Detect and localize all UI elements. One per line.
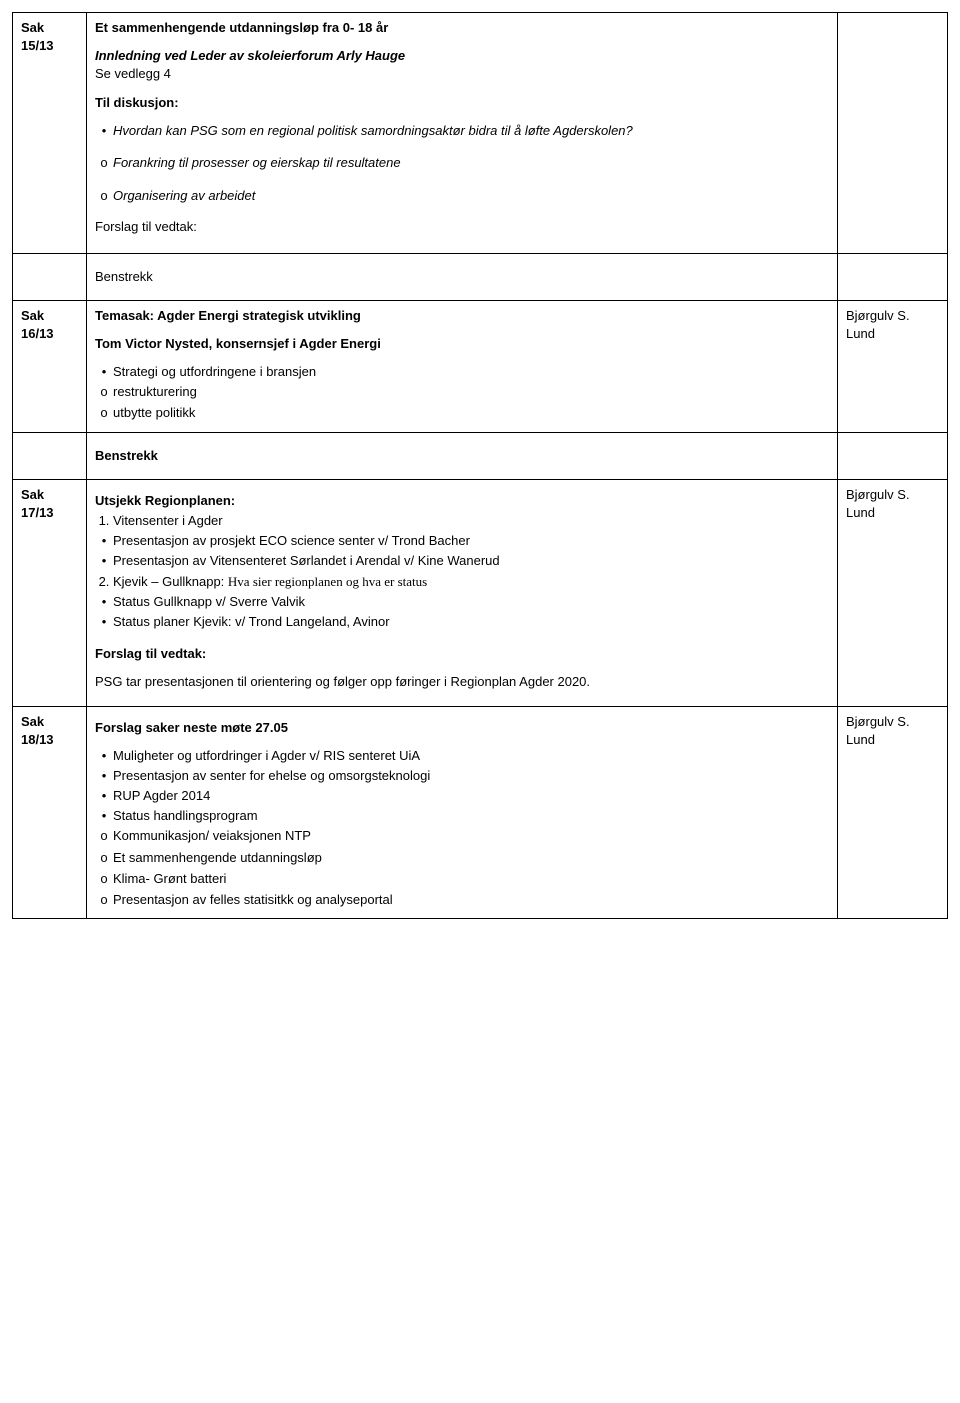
forslag-heading: Forslag til vedtak: (95, 218, 829, 236)
bullet-dot-icon (95, 532, 113, 550)
sak-number: 15/13 (21, 37, 78, 55)
sak-label: Sak (21, 307, 78, 325)
sub-bullet-text: Kommunikasjon/ veiaksjonen NTP (113, 827, 829, 845)
ring-bullet-icon (95, 849, 113, 868)
bullet-dot-icon (95, 613, 113, 631)
sub-bullet-item: utbytte politikk (95, 404, 829, 423)
discussion-heading: Til diskusjon: (95, 94, 829, 112)
ring-bullet-icon (95, 383, 113, 402)
ring-bullet-icon (95, 827, 113, 846)
bullet-item: RUP Agder 2014 (95, 787, 829, 805)
numbered-text: Vitensenter i Agder (113, 512, 829, 530)
bullet-dot-icon (95, 593, 113, 611)
sub-bullet-item: Klima- Grønt batteri (95, 870, 829, 889)
sak-number: 17/13 (21, 504, 78, 522)
sub-bullet-item: Kommunikasjon/ veiaksjonen NTP (95, 827, 829, 846)
bullet-item: Muligheter og utfordringer i Agder v/ RI… (95, 747, 829, 765)
sub-bullet-item: Presentasjon av prosjekt ECO science sen… (95, 532, 829, 550)
bullet-text: Muligheter og utfordringer i Agder v/ RI… (113, 747, 829, 765)
item-title: Utsjekk Regionplanen: (95, 492, 829, 510)
sub-bullet-item: Et sammenhengende utdanningsløp (95, 849, 829, 868)
bullet-item: Status handlingsprogram (95, 807, 829, 825)
bullet-item: Hvordan kan PSG som en regional politisk… (95, 122, 829, 140)
ring-bullet-icon (95, 404, 113, 423)
attachment-note: Se vedlegg 4 (95, 65, 829, 83)
sub-bullet-text: Presentasjon av Vitensenteret Sørlandet … (113, 552, 829, 570)
number-marker: 2. (95, 573, 113, 591)
sub-bullet-item: Organisering av arbeidet (95, 187, 829, 206)
bullet-text: Hvordan kan PSG som en regional politisk… (113, 122, 829, 140)
sub-bullet-text: Status planer Kjevik: v/ Trond Langeland… (113, 613, 829, 631)
sub-bullet-text: Forankring til prosesser og eierskap til… (113, 154, 829, 172)
presenter-name: Bjørgulv S. (846, 713, 939, 731)
sub-bullet-item: Presentasjon av felles statisitkk og ana… (95, 891, 829, 910)
presenter-name: Bjørgulv S. (846, 307, 939, 325)
sak-label: Sak (21, 486, 78, 504)
right-cell (838, 13, 948, 254)
sak-number: 18/13 (21, 731, 78, 749)
sub-bullet-text: Klima- Grønt batteri (113, 870, 829, 888)
row-sak-17-13: Sak 17/13 Utsjekk Regionplanen: 1. Viten… (13, 479, 948, 706)
sub-bullet-text: Presentasjon av felles statisitkk og ana… (113, 891, 829, 909)
sub-bullet-item: Forankring til prosesser og eierskap til… (95, 154, 829, 173)
row-sak-15-13: Sak 15/13 Et sammenhengende utdanningslø… (13, 13, 948, 254)
bullet-dot-icon (95, 747, 113, 765)
sub-bullet-item: restrukturering (95, 383, 829, 402)
numbered-text-a: Kjevik – Gullknapp: (113, 574, 228, 589)
item-title: Forslag saker neste møte 27.05 (95, 719, 829, 737)
numbered-text: Kjevik – Gullknapp: Hva sier regionplane… (113, 573, 829, 591)
intro-line: Innledning ved Leder av skoleierforum Ar… (95, 47, 829, 65)
presenter-surname: Lund (846, 325, 939, 343)
row-benstrekk: Benstrekk (13, 432, 948, 479)
ring-bullet-icon (95, 870, 113, 889)
bullet-text: RUP Agder 2014 (113, 787, 829, 805)
bullet-dot-icon (95, 767, 113, 785)
item-title: Temasak: Agder Energi strategisk utvikli… (95, 307, 829, 325)
number-marker: 1. (95, 512, 113, 530)
ring-bullet-icon (95, 154, 113, 173)
bullet-text: Strategi og utfordringene i bransjen (113, 363, 829, 381)
bullet-dot-icon (95, 787, 113, 805)
sub-bullet-item: Presentasjon av Vitensenteret Sørlandet … (95, 552, 829, 570)
bullet-item: Presentasjon av senter for ehelse og oms… (95, 767, 829, 785)
benstrekk-text: Benstrekk (95, 268, 829, 286)
numbered-text-b: Hva sier regionplanen og hva er status (228, 574, 427, 589)
row-sak-18-13: Sak 18/13 Forslag saker neste møte 27.05… (13, 706, 948, 919)
row-sak-16-13: Sak 16/13 Temasak: Agder Energi strategi… (13, 300, 948, 432)
benstrekk-text: Benstrekk (95, 447, 829, 465)
bullet-dot-icon (95, 363, 113, 381)
bullet-dot-icon (95, 552, 113, 570)
presenter-surname: Lund (846, 731, 939, 749)
sub-bullet-text: Presentasjon av prosjekt ECO science sen… (113, 532, 829, 550)
sak-label: Sak (21, 19, 78, 37)
sub-bullet-text: restrukturering (113, 383, 829, 401)
item-subtitle: Tom Victor Nysted, konsernsjef i Agder E… (95, 335, 829, 353)
bullet-dot-icon (95, 807, 113, 825)
numbered-item: 2. Kjevik – Gullknapp: Hva sier regionpl… (95, 573, 829, 591)
bullet-item: Strategi og utfordringene i bransjen (95, 363, 829, 381)
ring-bullet-icon (95, 187, 113, 206)
sub-bullet-text: Status Gullknapp v/ Sverre Valvik (113, 593, 829, 611)
sub-bullet-text: Organisering av arbeidet (113, 187, 829, 205)
numbered-item: 1. Vitensenter i Agder (95, 512, 829, 530)
presenter-name: Bjørgulv S. (846, 486, 939, 504)
item-title: Et sammenhengende utdanningsløp fra 0- 1… (95, 19, 829, 37)
agenda-table: Sak 15/13 Et sammenhengende utdanningslø… (12, 12, 948, 919)
sub-bullet-text: Et sammenhengende utdanningsløp (113, 849, 829, 867)
forslag-heading: Forslag til vedtak: (95, 645, 829, 663)
bullet-text: Status handlingsprogram (113, 807, 829, 825)
sub-bullet-text: utbytte politikk (113, 404, 829, 422)
paragraph-text: PSG tar presentasjonen til orientering o… (95, 673, 829, 691)
sak-number: 16/13 (21, 325, 78, 343)
row-benstrekk: Benstrekk (13, 253, 948, 300)
bullet-dot-icon (95, 122, 113, 140)
sub-bullet-item: Status Gullknapp v/ Sverre Valvik (95, 593, 829, 611)
presenter-surname: Lund (846, 504, 939, 522)
bullet-text: Presentasjon av senter for ehelse og oms… (113, 767, 829, 785)
sak-label: Sak (21, 713, 78, 731)
sub-bullet-item: Status planer Kjevik: v/ Trond Langeland… (95, 613, 829, 631)
ring-bullet-icon (95, 891, 113, 910)
